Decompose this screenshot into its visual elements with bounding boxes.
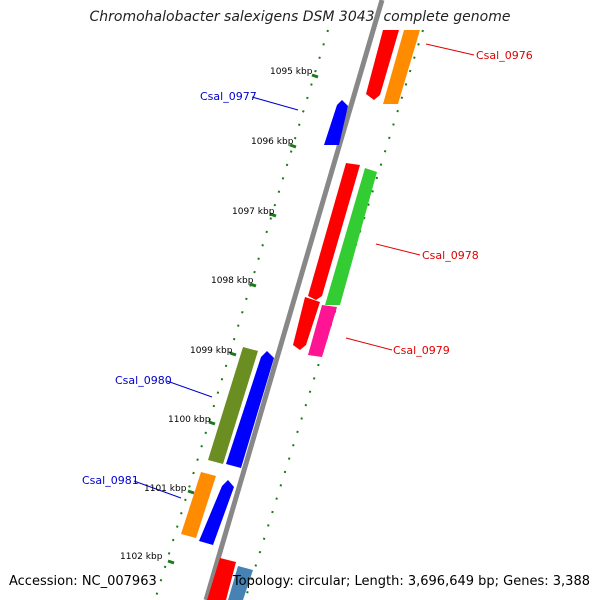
tick-label-1099: 1099 kbp [190,346,233,356]
cds-red-long[interactable] [308,163,360,300]
label-leaders [133,43,475,499]
gene-label-csal-0981[interactable]: Csal_0981 [82,474,139,487]
cds-csal-0977-blue[interactable] [324,100,348,145]
genome-backbone [203,0,385,600]
inner-tick-track [154,29,329,600]
tick-label-1102: 1102 kbp [120,552,163,562]
accession-label: Accession: NC_007963 [9,574,157,589]
gene-label-csal-0979[interactable]: Csal_0979 [393,344,450,357]
gene-label-csal-0978[interactable]: Csal_0978 [422,249,479,262]
tick-label-1098: 1098 kbp [211,276,254,286]
tick-label-1101: 1101 kbp [144,484,187,494]
tick-label-1100: 1100 kbp [168,415,211,425]
tick-label-1096: 1096 kbp [251,137,294,147]
gene-label-csal-0980[interactable]: Csal_0980 [115,374,172,387]
gene-label-csal-0976[interactable]: Csal_0976 [476,49,533,62]
outer-tick-track [244,29,424,600]
map-title: Chromohalobacter salexigens DSM 3043, co… [89,9,511,25]
cds-red-short[interactable] [293,297,320,350]
major-ticks [167,73,319,565]
cds-csal-0981-blue[interactable] [199,480,234,545]
cds-csal-0976-orange[interactable] [383,30,420,104]
cds-csal-0981-orange[interactable] [181,472,216,538]
cds-red-bottom[interactable] [207,558,236,600]
tick-label-1097: 1097 kbp [232,207,275,217]
genome-summary: Topology: circular; Length: 3,696,649 bp… [232,574,590,589]
cds-features [181,30,420,600]
cds-steelblue-bottom[interactable] [228,566,253,600]
cds-csal-0980-olive[interactable] [208,347,258,464]
cds-csal-0976-red[interactable] [366,30,399,100]
tick-label-1095: 1095 kbp [270,67,313,77]
cds-csal-0978-green[interactable] [325,168,377,305]
gene-label-csal-0977[interactable]: Csal_0977 [200,90,257,103]
cds-csal-0979-pink[interactable] [308,305,337,357]
cds-csal-0980-blue[interactable] [226,351,274,468]
